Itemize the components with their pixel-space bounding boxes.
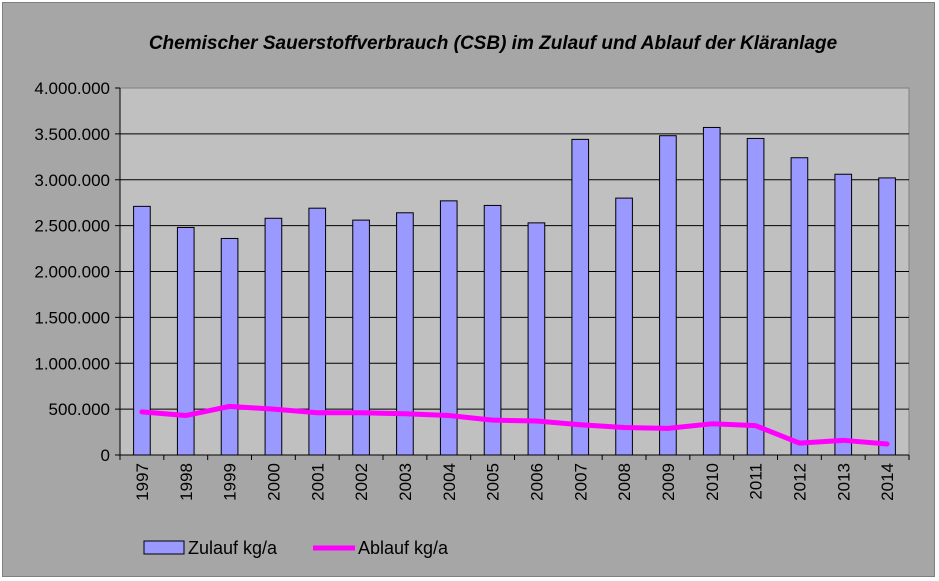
bar-series-zulauf <box>133 126 896 456</box>
y-tick-label: 4.000.000 <box>34 79 110 98</box>
y-tick-label: 0 <box>101 446 110 465</box>
x-tick-label: 2006 <box>527 463 546 501</box>
y-tick-label: 2.000.000 <box>34 263 110 282</box>
x-tick-label: 2007 <box>571 463 590 501</box>
x-tick-label: 1998 <box>177 463 196 501</box>
legend: Zulauf kg/a Ablauf kg/a <box>143 538 449 558</box>
y-tick-label: 1.500.000 <box>34 308 110 327</box>
x-tick-label: 2004 <box>440 463 459 501</box>
x-tick-label: 2012 <box>790 463 809 501</box>
x-axis-tick-labels: 1997 1998 1999 2000 2001 2002 2003 2004 2005 2006… <box>119 455 910 501</box>
y-tick-label: 3.000.000 <box>34 171 110 190</box>
y-axis-tick-labels: 0 500.000 1.000.000 1.500.000 2.000.000 2.500… <box>34 79 120 465</box>
x-tick-label: 2003 <box>396 463 415 501</box>
bar <box>834 173 853 456</box>
bar <box>264 217 283 456</box>
bar <box>396 212 414 456</box>
bar <box>308 207 327 456</box>
chart-title: Chemischer Sauerstoffverbrauch (CSB) im … <box>149 33 838 54</box>
legend-label-ablauf: Ablauf kg/a <box>358 538 449 558</box>
legend-swatch-zulauf <box>143 540 185 555</box>
bar <box>746 137 765 456</box>
legend-label-zulauf: Zulauf kg/a <box>188 538 278 558</box>
x-tick-label: 2013 <box>834 463 853 501</box>
x-tick-label: 1999 <box>221 463 240 501</box>
ablauf-line <box>139 403 890 447</box>
y-tick-label: 1.000.000 <box>34 354 110 373</box>
bar <box>659 135 677 456</box>
bar <box>702 126 721 456</box>
line-series-ablauf <box>139 403 890 447</box>
x-tick-label: 2014 <box>878 463 897 501</box>
x-tick-label: 2008 <box>615 463 634 501</box>
x-tick-label: 2000 <box>264 463 283 501</box>
x-tick-label: 1997 <box>133 463 152 501</box>
bar <box>176 226 195 456</box>
x-tick-label: 2002 <box>352 463 371 501</box>
x-tick-label: 2010 <box>703 463 722 501</box>
bar <box>790 157 809 456</box>
x-tick-label: 2005 <box>484 463 503 501</box>
bar <box>878 177 896 456</box>
x-tick-label: 2011 <box>747 463 766 500</box>
chart-svg: Chemischer Sauerstoffverbrauch (CSB) im … <box>34 33 910 558</box>
bar <box>571 138 590 456</box>
bar <box>133 205 151 456</box>
x-tick-label: 2001 <box>308 463 327 501</box>
bar <box>220 237 239 456</box>
y-tick-label: 3.500.000 <box>34 125 110 144</box>
y-tick-label: 500.000 <box>49 400 110 419</box>
bar <box>352 219 370 456</box>
x-tick-label: 2009 <box>659 463 678 501</box>
bar <box>615 197 633 456</box>
y-tick-label: 2.500.000 <box>34 217 110 236</box>
